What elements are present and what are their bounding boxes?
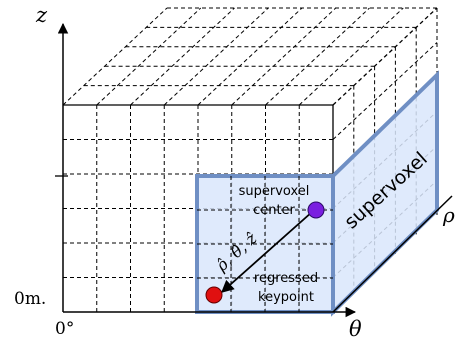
grid-line-top-diag bbox=[197, 7, 303, 106]
rho-axis-label: ρ bbox=[442, 203, 455, 227]
grid-line-top-diag bbox=[96, 7, 202, 106]
keypoint-label-line1: regressed bbox=[254, 271, 318, 286]
grid-line-right-diag bbox=[332, 42, 438, 140]
grid-line-top-diag bbox=[130, 7, 235, 106]
regressed-keypoint bbox=[205, 286, 223, 304]
grid-line-top-diag bbox=[298, 7, 404, 106]
keypoint-label-line2: keypoint bbox=[258, 290, 314, 305]
offset-arrow bbox=[221, 211, 313, 293]
rho-axis bbox=[332, 195, 453, 313]
zero-height-label: 0m. bbox=[14, 289, 46, 309]
top-back-diagonal bbox=[332, 7, 438, 106]
supervoxel-grid bbox=[197, 176, 333, 312]
center-label-line2: center bbox=[253, 203, 295, 218]
theta-axis-label: θ bbox=[349, 317, 362, 341]
supervoxel-center-point bbox=[307, 201, 325, 219]
z-axis-label: z bbox=[35, 3, 48, 27]
grid-line-top-diag bbox=[231, 7, 337, 106]
zero-angle-label: 0° bbox=[55, 319, 74, 339]
grid-line-top-diag bbox=[163, 7, 269, 106]
grid-line-top-diag bbox=[265, 7, 370, 106]
grid-top-face bbox=[62, 7, 437, 106]
grid-line-top-diag bbox=[62, 7, 168, 106]
center-label-line1: supervoxel bbox=[239, 184, 310, 199]
